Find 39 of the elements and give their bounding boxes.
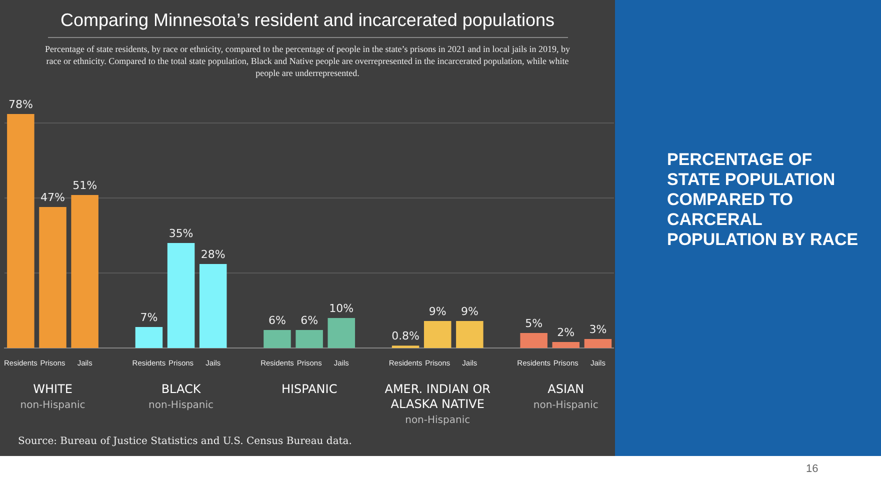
data-label: 10% [329, 302, 354, 315]
bar [135, 327, 163, 348]
bar [264, 330, 291, 348]
data-label: 2% [557, 326, 575, 339]
bar [39, 207, 66, 348]
data-label: 3% [589, 323, 607, 336]
data-label: 28% [200, 248, 226, 261]
text: BLACK non-Hispanic [148, 382, 214, 411]
bar [7, 114, 34, 348]
data-label: 6% [300, 314, 318, 327]
bar [552, 342, 580, 348]
bar [520, 333, 548, 348]
data-label: 47% [40, 191, 65, 204]
data-label: 6% [268, 314, 286, 327]
chart-title: Comparing Minnesota’s resident and incarcerated populations [60, 10, 556, 31]
source-note: Source: Bureau of Justice Statistics and U.S. Census Bureau data. [18, 436, 352, 447]
text: HISPANIC [281, 382, 338, 396]
data-label: 7% [140, 311, 158, 324]
data-label: 35% [168, 227, 194, 240]
bar [328, 318, 356, 348]
data-label: 0.8% [392, 330, 420, 343]
text: AMER. INDIAN OR ALASKA NATIVE non-Hispanic [384, 382, 490, 426]
text: 16 [806, 463, 818, 475]
data-label: 5% [525, 317, 543, 330]
bar [424, 321, 452, 348]
text: PERCENTAGE OF STATE POPULATION COMPARED TO CARCERAL POPULATION BY RACE [667, 150, 860, 250]
data-label: 51% [72, 179, 98, 192]
bar [199, 264, 227, 348]
bar [296, 330, 323, 348]
text: ASIAN non-Hispanic [533, 382, 598, 411]
text: WHITE non-Hispanic [20, 382, 86, 411]
data-label: 9% [460, 305, 478, 318]
data-label: 78% [8, 98, 33, 111]
bar [71, 195, 98, 348]
bar [167, 243, 195, 348]
data-label: 9% [428, 305, 446, 318]
bar [584, 339, 612, 348]
bar [456, 321, 484, 348]
chart-subtitle: Percentage of state residents, by race or ethnicity, compared to the percentage of people in the state’s prisons in 2021 and in local jails in 2019, by race or ethnicity. Compared to the total state population, Black and Native people are overrepresented in the incarcerated population, while white people are underrepresented. [44, 43, 571, 79]
